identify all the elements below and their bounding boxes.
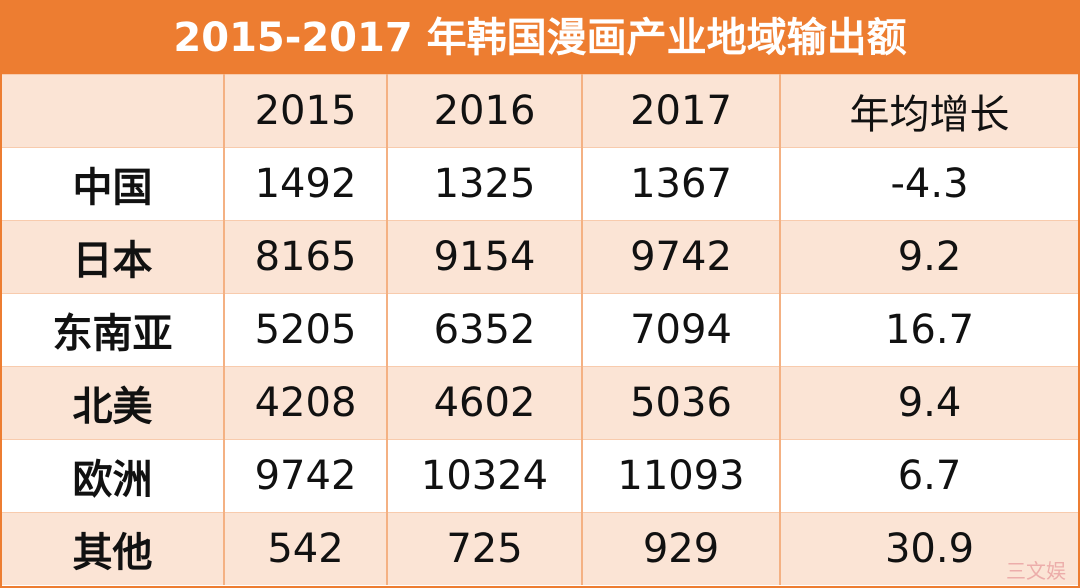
table-cell: 2017 (581, 74, 780, 148)
table-cell: 1492 (223, 147, 387, 221)
table-cell: 929 (581, 512, 780, 585)
table-cell: 6.7 (779, 439, 1078, 513)
table-cell: 7094 (581, 293, 780, 367)
table-row: 日本 8165 9154 9742 9.2 (2, 220, 1078, 294)
table-cell: 30.9 (779, 512, 1078, 585)
table-cell: 年均增长 (779, 74, 1078, 148)
table-cell: 16.7 (779, 293, 1078, 367)
table-row: 2015 2016 2017 年均增长 (2, 74, 1078, 148)
table-cell: 9742 (223, 439, 387, 513)
table-cell: 9.2 (779, 220, 1078, 294)
table-cell (2, 74, 224, 148)
table-cell: 5205 (223, 293, 387, 367)
table-cell: 2016 (386, 74, 582, 148)
table-row: 其他 542 725 929 30.9 (2, 512, 1078, 585)
table-cell: 8165 (223, 220, 387, 294)
table-cell: 北美 (2, 366, 224, 440)
table-cell: 10324 (386, 439, 582, 513)
table: 2015 2016 2017 年均增长 中国 1492 1325 1367 -4.3 日本 8165… (2, 74, 1078, 585)
table-row: 中国 1492 1325 1367 -4.3 (2, 147, 1078, 221)
table-cell: 其他 (2, 512, 224, 585)
table-cell: 725 (386, 512, 582, 585)
watermark: 三文娱 (1006, 559, 1066, 583)
table-row: 北美 4208 4602 5036 9.4 (2, 366, 1078, 440)
table-cell: 2015 (223, 74, 387, 148)
table-row: 东南亚 5205 6352 7094 16.7 (2, 293, 1078, 367)
table-cell: -4.3 (779, 147, 1078, 221)
table-cell: 1367 (581, 147, 780, 221)
table-cell: 4602 (386, 366, 582, 440)
table-cell: 5036 (581, 366, 780, 440)
table-cell: 542 (223, 512, 387, 585)
table-cell: 日本 (2, 220, 224, 294)
table-cell: 9154 (386, 220, 582, 294)
table-title: 2015-2017 年韩国漫画产业地域输出额 (2, 2, 1078, 74)
table-cell: 4208 (223, 366, 387, 440)
table-cell: 中国 (2, 147, 224, 221)
table-cell: 欧洲 (2, 439, 224, 513)
table-cell: 东南亚 (2, 293, 224, 367)
table-cell: 1325 (386, 147, 582, 221)
table-cell: 11093 (581, 439, 780, 513)
table-cell: 6352 (386, 293, 582, 367)
table-row: 欧洲 9742 10324 11093 6.7 (2, 439, 1078, 513)
table-cell: 9.4 (779, 366, 1078, 440)
table-cell: 9742 (581, 220, 780, 294)
